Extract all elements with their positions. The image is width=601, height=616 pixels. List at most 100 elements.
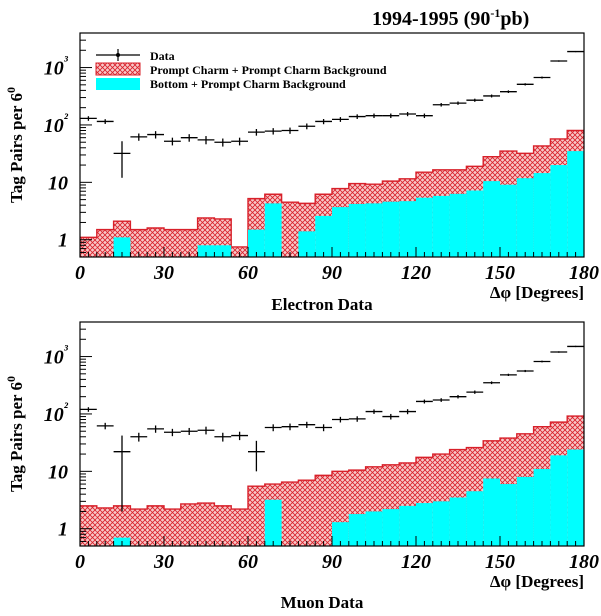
data-point [264, 424, 282, 432]
data-point [231, 431, 248, 441]
charm-bar [281, 202, 299, 257]
charm-bar [180, 503, 198, 546]
data-point [382, 113, 400, 119]
charm-bar [164, 229, 181, 257]
data-point [516, 369, 534, 373]
data-point [281, 423, 299, 431]
bottom-bar [533, 468, 551, 546]
x-tick-label: 30 [153, 551, 174, 573]
bottom-bar [500, 484, 517, 546]
data-point [399, 409, 416, 415]
charm-bar [231, 509, 248, 546]
charm-bar [130, 509, 148, 546]
legend-bottom-label: Bottom + Prompt Charm Background [150, 77, 346, 91]
bottom-bar [416, 503, 433, 546]
data-point [197, 426, 215, 435]
y-tick-label: 1 [58, 230, 68, 252]
charm-bar [214, 505, 232, 546]
data-point [96, 422, 114, 430]
y-tick-label: 1 [58, 519, 68, 541]
y-axis-label: Tag Pairs per 60 [4, 376, 26, 492]
bottom-bar [382, 509, 400, 546]
data-point [180, 427, 198, 435]
bottom-bar [365, 203, 383, 257]
charm-bar [147, 228, 164, 257]
bottom-bar [483, 181, 500, 257]
bottom-bar [332, 207, 349, 257]
bottom-bar [348, 514, 366, 546]
charm-outline [80, 415, 584, 510]
data-point [416, 113, 433, 119]
x-tick-label: 30 [153, 262, 174, 284]
data-point [180, 134, 198, 142]
panel-electron: 0 30 60 90 120 150 180 1 10 10² 10³ Δφ [Degrees] Tag… [4, 32, 599, 314]
data-point [332, 117, 349, 122]
data-point [164, 137, 181, 146]
charm-bar [96, 229, 114, 257]
data-point [214, 138, 232, 147]
charm-outline [80, 129, 584, 248]
data-point [365, 409, 383, 414]
data-point [80, 116, 97, 121]
y-tick-label: 10² [44, 112, 69, 137]
data-point [483, 381, 500, 385]
data-point [315, 424, 332, 432]
data-point [113, 435, 131, 512]
data-point [315, 118, 332, 125]
bottom-bar [466, 491, 484, 546]
bottom-bar [432, 195, 450, 257]
data-point [248, 440, 265, 472]
data-point [365, 113, 383, 119]
data-point [214, 432, 232, 442]
charm-bar [180, 229, 198, 257]
bottom-bar [550, 165, 568, 257]
charm-bar [96, 507, 114, 546]
charm-bar [147, 505, 164, 546]
data-point [197, 136, 215, 145]
x-tick-label: 150 [485, 262, 515, 284]
x-tick-label: 90 [322, 551, 342, 573]
data-point [147, 131, 164, 139]
charm-bar [298, 480, 316, 546]
bottom-bar [264, 203, 282, 257]
data-point [399, 112, 416, 117]
x-tick-label: 150 [485, 551, 515, 573]
data-point [264, 128, 282, 135]
x-tick-label: 0 [75, 262, 85, 284]
charm-bar [231, 246, 248, 257]
bottom-bar [197, 245, 215, 257]
data-point [231, 137, 248, 146]
data-point [567, 50, 584, 53]
x-tick-label: 60 [238, 262, 258, 284]
data-point [550, 60, 568, 62]
legend-bottom-swatch [96, 78, 140, 90]
x-axis-label: Δφ [Degrees] [490, 283, 584, 302]
data-point [466, 98, 484, 102]
x-tick-label: 120 [401, 551, 431, 573]
x-tick-label: 90 [322, 262, 342, 284]
charm-bar [197, 503, 215, 546]
data-point [80, 407, 97, 412]
y-tick-label: 10³ [44, 55, 69, 80]
data-point [382, 413, 400, 420]
y-axis-label: Tag Pairs per 60 [4, 87, 26, 203]
panel-title: Electron Data [271, 295, 373, 314]
y-tick-label: 10² [44, 401, 69, 426]
bottom-bar [567, 151, 584, 257]
charm-bar [113, 505, 131, 546]
bottom-bar [516, 476, 534, 546]
y-tick-label: 10 [48, 461, 68, 483]
bottom-bar [365, 511, 383, 546]
bottom-bar [113, 237, 131, 257]
data-point [449, 394, 467, 399]
data-point [298, 123, 316, 130]
bottom-bar [264, 499, 282, 546]
x-tick-label: 180 [569, 262, 599, 284]
data-point [432, 398, 450, 402]
bottom-bar [449, 497, 467, 546]
figure-title: 1994-1995 (90-1pb) [372, 6, 529, 30]
bottom-bar [466, 190, 484, 257]
charm-bar [130, 229, 148, 257]
bottom-bar [567, 449, 584, 546]
